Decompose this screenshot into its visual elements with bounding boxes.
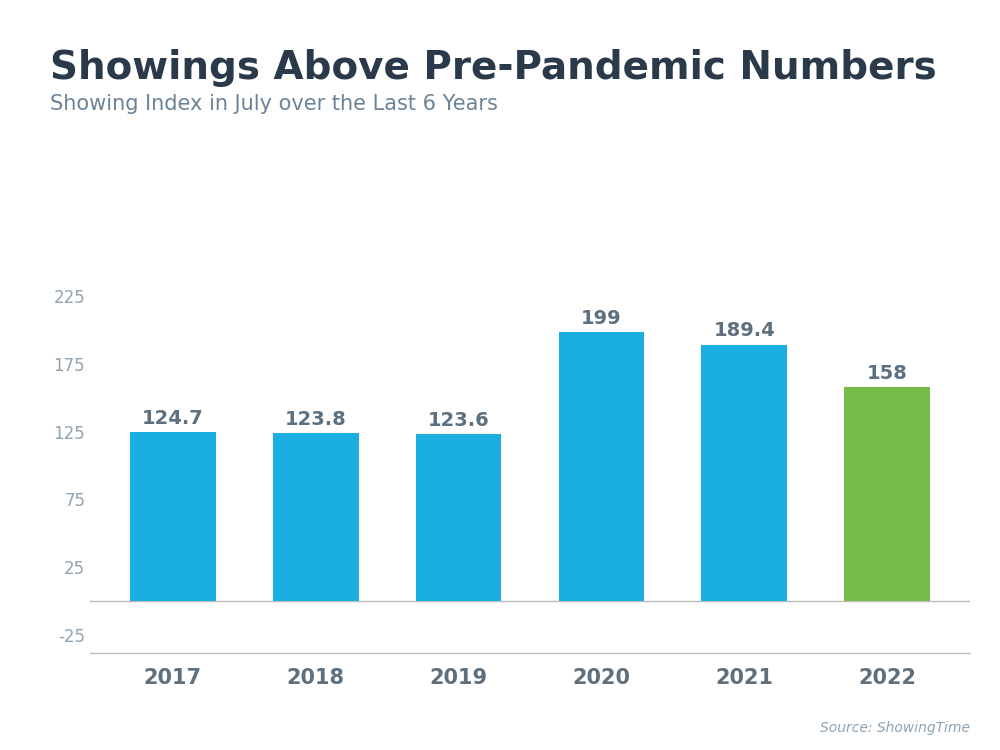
Text: Showings Above Pre-Pandemic Numbers: Showings Above Pre-Pandemic Numbers bbox=[50, 49, 937, 87]
Bar bbox=[130, 432, 216, 601]
Text: 123.6: 123.6 bbox=[428, 410, 489, 430]
Text: 199: 199 bbox=[581, 308, 622, 328]
Text: 158: 158 bbox=[867, 364, 908, 383]
Text: 189.4: 189.4 bbox=[713, 322, 775, 340]
Text: Source: ShowingTime: Source: ShowingTime bbox=[820, 721, 970, 735]
Text: Showing Index in July over the Last 6 Years: Showing Index in July over the Last 6 Ye… bbox=[50, 94, 498, 114]
Text: 124.7: 124.7 bbox=[142, 409, 204, 428]
Bar bbox=[416, 433, 501, 601]
Bar bbox=[273, 433, 359, 601]
Bar bbox=[701, 344, 787, 601]
Text: 123.8: 123.8 bbox=[285, 410, 347, 429]
Bar bbox=[559, 332, 644, 601]
Bar bbox=[844, 387, 930, 601]
